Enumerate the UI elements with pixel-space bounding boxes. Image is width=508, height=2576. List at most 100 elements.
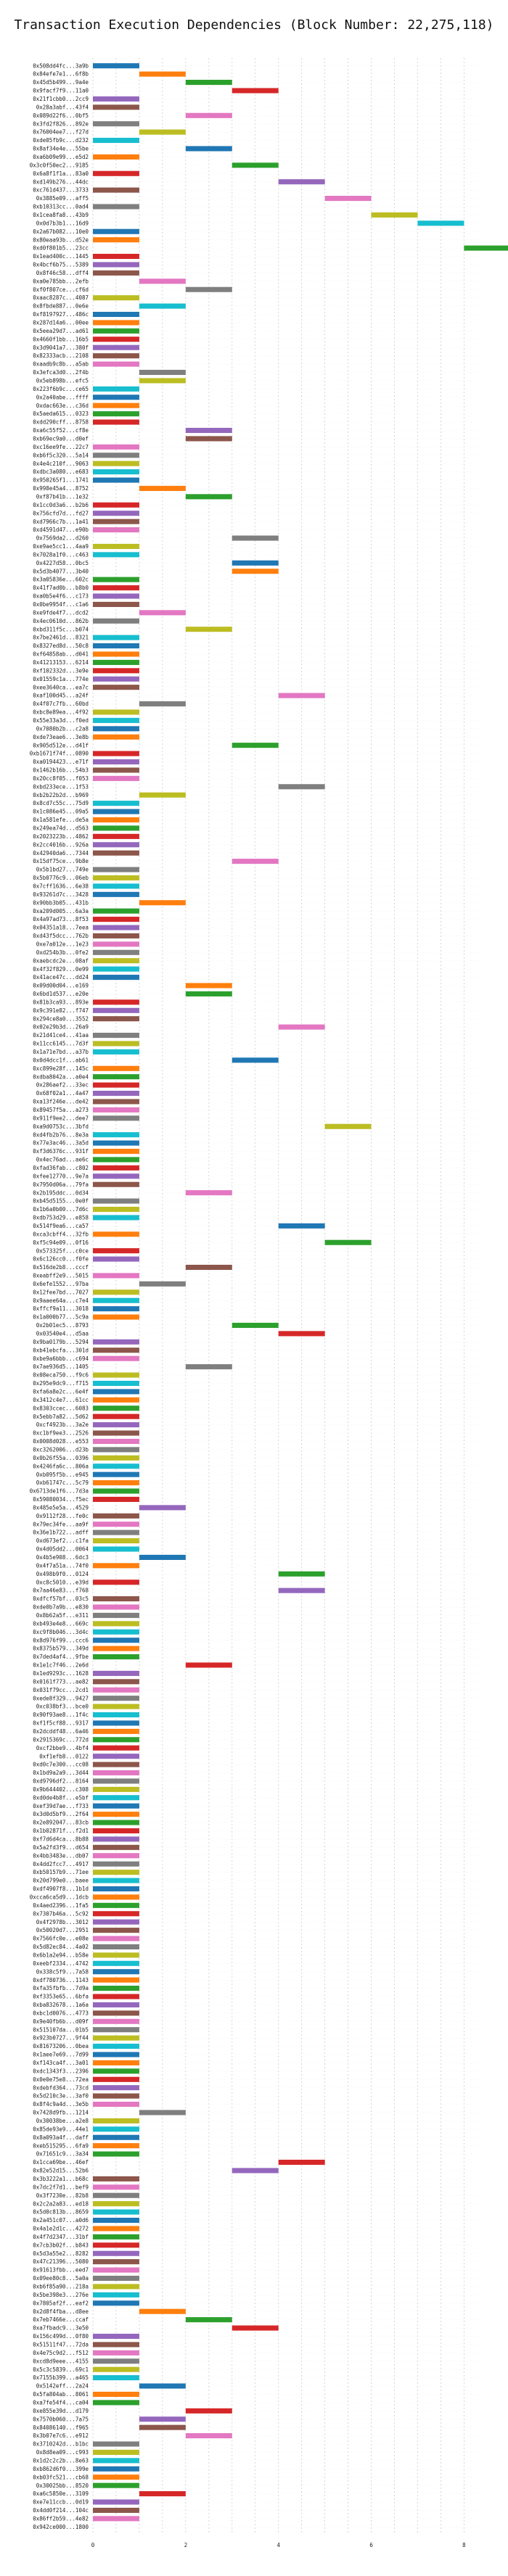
dependency-bar [93,2441,139,2447]
y-tick-label: 0xa0e785bb...2efb [33,278,89,284]
dependency-bar [93,1704,139,1709]
y-tick-label: 0x7428d9fb...1214 [33,2110,89,2116]
dependency-bar [93,2333,139,2340]
y-tick-label: 0x6c126cc0...f0fe [33,1256,89,1263]
y-tick-label: 0x7eb7466e...ccaf [33,2316,89,2323]
dependency-bar [93,925,139,930]
dependency-bar [93,2068,139,2074]
y-tick-label: 0xb61747c...5c79 [36,1479,89,1486]
y-tick-label: 0xf3d6376c...931f [33,1148,89,1155]
dependency-bar [93,1563,139,1569]
y-tick-label: 0xe9fde4f7...dcd2 [33,609,89,616]
y-tick-label: 0xd673ef2...c1fa [36,1537,89,1544]
dependency-bar [93,519,139,524]
dependency-bar [93,1853,139,1859]
dependency-bar [93,1786,139,1792]
y-tick-label: 0x5fa804ab...8061 [33,2391,89,2398]
y-tick-label: 0x7805af2f...eaf2 [33,2300,89,2306]
y-tick-label: 0xf87b41b...1e32 [36,493,89,500]
y-tick-label: 0x223f6b9c...ce65 [33,386,89,392]
y-tick-label: 0xbc1d0076...4773 [33,2010,89,2016]
y-tick-label: 0x84efe7e1...6f8b [33,71,89,78]
y-tick-label: 0x03540e4...d5aa [36,1331,89,1337]
y-tick-label: 0xc3262006...d23b [33,1446,89,1453]
dependency-bar [93,320,139,326]
y-tick-label: 0xdba8042a...a0e4 [33,1073,89,1080]
dependency-bar [324,195,372,202]
y-tick-label: 0x0161f773...ae82 [33,1678,89,1685]
dependency-bar [93,1646,139,1651]
dependency-bar [417,220,464,226]
y-tick-label: 0x2915369c...772d [33,1736,89,1743]
y-tick-label: 0x5c3c5839...69c1 [33,2366,89,2373]
y-tick-label: 0xca3cbff4...32fb [33,1231,89,1237]
dependency-bar [93,1438,139,1445]
dependency-bar [93,138,139,144]
y-tick-label: 0x1cc0d3a6...b2b6 [33,502,89,508]
y-tick-label: 0xd0f801b5...23cc [33,245,89,252]
y-tick-label: 0x1cca69be...46ef [33,2159,89,2166]
y-tick-label: 0x942ce000...1800 [33,2524,89,2530]
dependency-bar [93,1960,139,1966]
dependency-bar [93,1074,139,1080]
dependency-bar [139,278,186,284]
y-tick-label: 0x08eca750...f9c6 [33,1372,89,1379]
y-tick-label: 0xbd311f5c...b074 [33,626,89,632]
dependency-bar [93,2449,139,2455]
y-tick-label: 0x5d3a55e2...8282 [33,2250,89,2257]
y-tick-label: 0x8327ed8d...50c8 [33,643,89,649]
dependency-bar [93,709,139,715]
dependency-bar [93,527,139,533]
dependency-bar [93,734,139,740]
dependency-bar [278,179,325,185]
dependency-bar [93,386,139,392]
dependency-bar [93,2267,139,2273]
chart-title: Transaction Execution Dependencies (Bloc… [14,17,493,33]
dependency-bar [93,1621,139,1627]
y-tick-label: 0xa13f246e...de42 [33,1099,89,1105]
dependency-bar [93,262,139,268]
y-tick-label: 0x7028a1f0...c463 [33,551,89,558]
dependency-bar [93,833,139,839]
dependency-bar [93,717,139,723]
dependency-bar [93,1339,139,1345]
dependency-bar [185,1190,232,1196]
y-tick-label: 0x9facf7f9...11a0 [33,88,89,94]
y-tick-label: 0xb493e4e8...669c [33,1620,89,1627]
dependency-bar [93,2350,139,2356]
y-tick-label: 0xbc8e89ea...4f92 [33,709,89,716]
dependency-bar [185,983,232,988]
dependency-bar [278,693,325,698]
y-tick-label: 0x7570b060...7a75 [33,2416,89,2422]
dependency-bar [93,1828,139,1834]
y-tick-label: 0xb6f85a90...218a [33,2284,89,2290]
dependency-bar [93,2366,139,2372]
dependency-bar [93,1870,139,1875]
y-tick-label: 0x3d0d5bf9...2f64 [33,1811,89,1817]
dependency-bar [93,361,139,367]
y-tick-label: 0x04351a18...7eea [33,925,89,931]
dependency-bar [93,353,139,359]
dependency-bar [93,1422,139,1428]
dependency-bar [185,2408,232,2414]
y-tick-label: 0x0008d028...e553 [33,1438,89,1445]
dependency-bar [93,1273,139,1279]
y-tick-label: 0x5d3b4077...3b40 [33,568,89,574]
dependency-bar [93,1082,139,1088]
y-tick-label: 0x5ebb7a82...5d62 [33,1413,89,1420]
dependency-bar [93,1397,139,1403]
dependency-bar [93,1347,139,1353]
y-tick-label: 0x8303ccec...6083 [33,1405,89,1411]
dependency-bar [93,1215,139,1221]
dependency-bar [93,1754,139,1759]
dependency-bar [232,162,279,168]
y-tick-label: 0x515107da...01b5 [33,2026,89,2033]
y-tick-label: 0x156c499d...0f80 [33,2333,89,2340]
dependency-bar [93,643,139,649]
dependency-bar [93,1770,139,1776]
y-tick-label: 0x8b62a5f...e311 [36,1612,89,1619]
dependency-bar [93,1231,139,1237]
dependency-bar [93,1654,139,1660]
dependency-bar [93,1140,139,1146]
y-tick-label: 0x41f7ad0b...b8b0 [33,585,89,591]
